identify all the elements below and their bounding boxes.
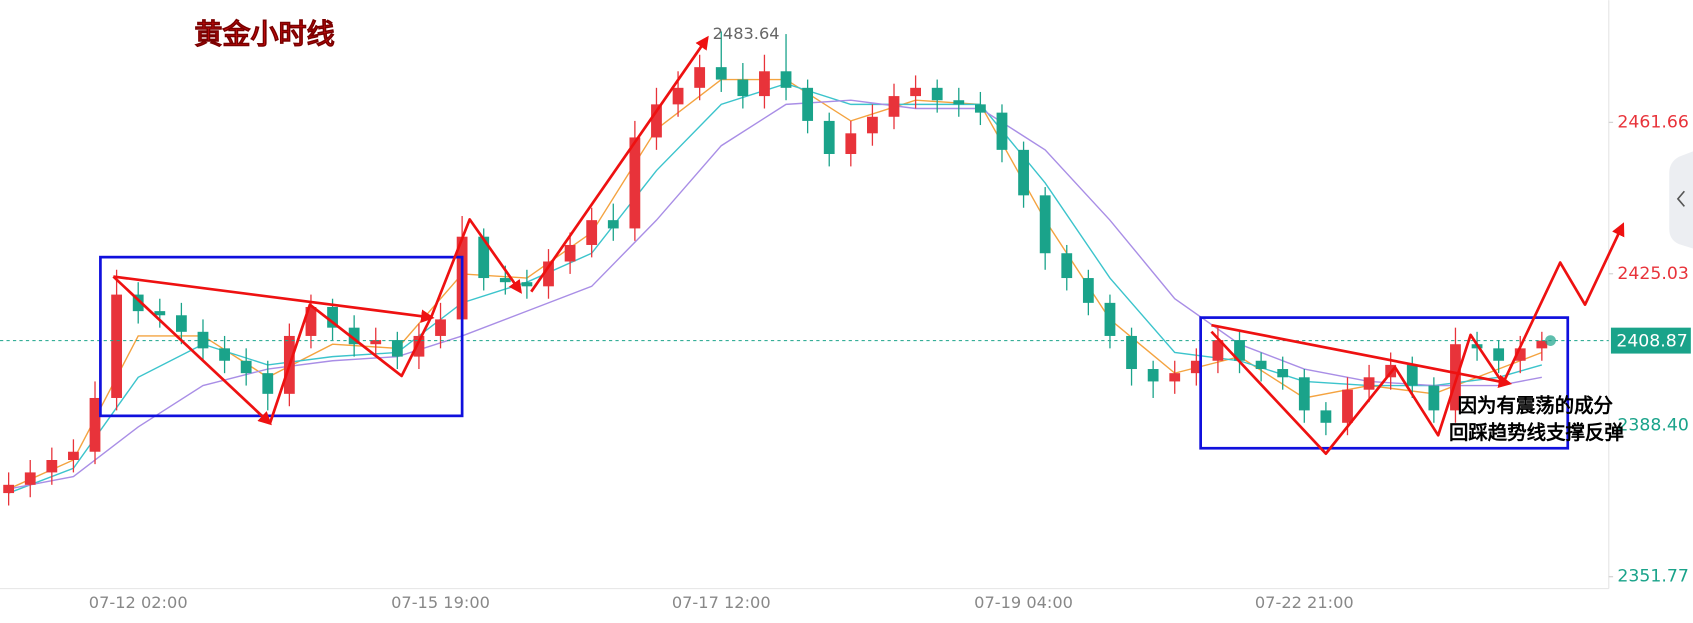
candle-body [1536,340,1548,349]
candle-body [1234,340,1245,361]
candle-body [867,116,878,134]
price-dot [1545,335,1556,347]
candle-body [89,397,101,452]
candle-body [1428,385,1440,411]
x-tick-label: 07-17 12:00 [672,593,771,612]
candle-body [327,306,338,328]
candle-body [694,67,706,88]
candle-body [154,311,166,316]
annotation: 因为有震荡的成分 [1458,394,1614,417]
candle-body [1082,278,1094,303]
candle-body [1363,377,1375,390]
candle-body [1039,195,1051,254]
x-tick-label: 07-19 04:00 [974,593,1073,612]
high-label: 2483.64 [713,24,780,43]
x-tick-label: 07-22 21:00 [1255,593,1354,612]
x-tick-label: 07-15 19:00 [391,593,490,612]
moving-average [8,99,1542,490]
candle-body [521,282,533,287]
candle-body [715,67,727,80]
candle-body [1493,348,1505,361]
candle-body [391,340,403,357]
candle-body [802,87,814,121]
arrow [530,35,709,293]
candle-body [910,87,922,97]
arrow [268,217,522,424]
candle-body [348,327,360,345]
candle-body [1277,369,1289,378]
candle-body [672,87,684,105]
candle-body [1126,335,1137,370]
candle-body [111,294,123,398]
candle-body [24,472,36,485]
y-tick-label: 2461.66 [1617,112,1688,132]
candle-body [1147,369,1159,382]
range-box [99,255,464,418]
candle-body [737,79,749,97]
candle-body [953,100,965,105]
candle-body [435,319,446,336]
candle-body [132,294,144,312]
candle-body [1212,340,1224,361]
price-label: 2408.87 [1616,332,1687,352]
candle-body [543,261,554,287]
y-tick-label: 2425.03 [1617,264,1688,284]
candle-body [651,104,662,138]
chevron-icon [1676,190,1685,207]
candle-body [931,87,943,101]
candle-body [1190,360,1202,374]
candle-body [499,278,511,283]
candle-body [413,335,425,357]
candle-body [240,360,252,374]
candle-body [1450,344,1461,411]
candle-body [1406,364,1418,386]
candle-body [888,96,900,117]
candle-body [629,137,641,229]
candle-body [305,306,317,336]
candle-body [1255,360,1267,370]
candle-body [1342,389,1353,423]
candle-body [1514,348,1526,361]
candle-body [1018,149,1029,196]
candle-body [1320,410,1332,423]
candle-body [974,104,986,113]
price-badge [1610,327,1691,354]
candle-body [780,71,792,88]
candle-body [586,220,598,245]
arrow [1210,222,1625,455]
candle-body [845,133,857,154]
y-tick-label: 2388.40 [1617,415,1688,435]
candle-body [759,71,770,97]
y-tick-label: 2351.77 [1617,567,1688,587]
candle-body [823,120,835,154]
candle-body [1104,302,1116,336]
candle-body [1298,377,1310,411]
candle-body [478,236,490,279]
candle-body [370,340,382,345]
candle-body [564,244,576,262]
arrow [112,275,272,426]
candle-body [219,348,230,361]
annotation: 回踩趋势线支撑反弹 [1449,421,1624,444]
moving-average [8,82,1543,494]
candle-body [1169,373,1181,382]
side-panel-toggle[interactable] [1669,151,1693,249]
candle-body [1061,253,1073,279]
candle-body [996,112,1008,150]
candle-body [3,484,15,494]
candle-body [262,373,274,394]
arrows [112,35,1625,455]
candle-body [46,460,58,473]
moving-average [8,78,1543,490]
x-tick-label: 07-12 02:00 [89,593,188,612]
trend-line [113,275,435,323]
range-box [1199,316,1570,450]
candle-body [175,315,187,332]
candle-body [607,220,619,229]
trend-line [1211,323,1513,389]
chart-title: 黄金小时线 [194,17,334,50]
candle-body [68,451,79,461]
